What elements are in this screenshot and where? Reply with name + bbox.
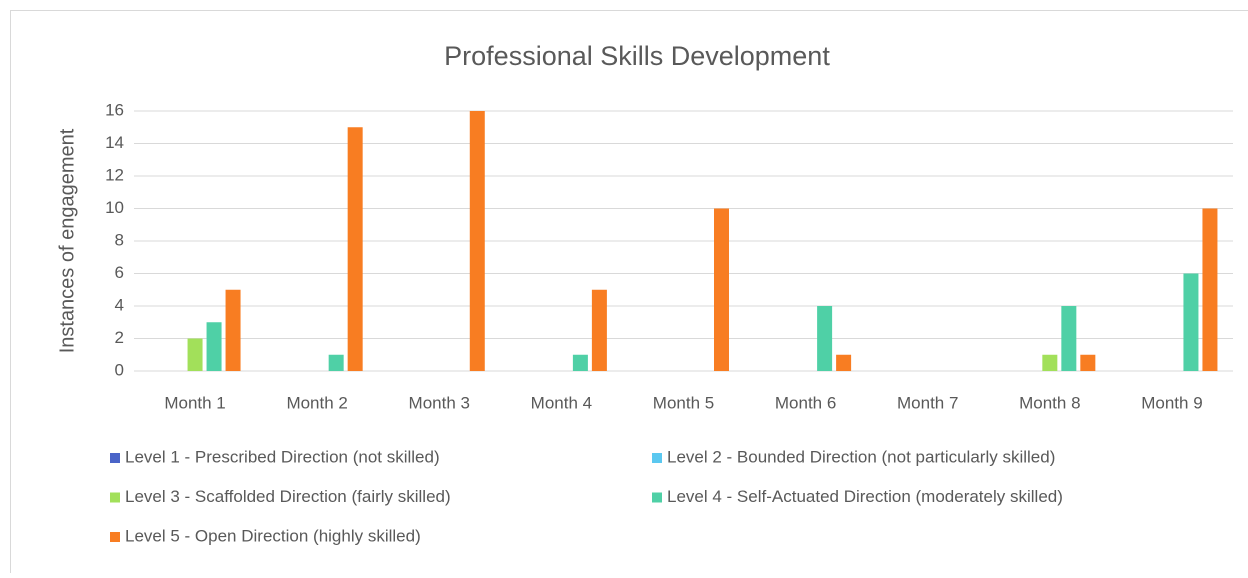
bar <box>207 322 222 371</box>
x-tick-label: Month 4 <box>531 393 592 412</box>
x-tick-label: Month 7 <box>897 393 958 412</box>
y-tick-label: 14 <box>105 133 124 152</box>
x-tick-label: Month 6 <box>775 393 836 412</box>
legend-swatch <box>110 453 120 463</box>
y-tick-label: 6 <box>115 263 124 282</box>
y-tick-label: 0 <box>115 360 124 379</box>
y-tick-label: 12 <box>105 165 124 184</box>
legend-swatch <box>110 532 120 542</box>
bar <box>573 355 588 371</box>
bar <box>714 209 729 372</box>
y-tick-label: 10 <box>105 198 124 217</box>
legend-swatch <box>652 453 662 463</box>
x-tick-label: Month 2 <box>286 393 347 412</box>
bar <box>470 111 485 371</box>
legend-label: Level 5 - Open Direction (highly skilled… <box>125 526 421 545</box>
legend-label: Level 4 - Self-Actuated Direction (moder… <box>667 487 1063 506</box>
legend-swatch <box>652 493 662 503</box>
bar <box>226 290 241 371</box>
bar <box>188 339 203 372</box>
x-tick-label: Month 8 <box>1019 393 1080 412</box>
y-tick-label: 8 <box>115 230 124 249</box>
bar <box>836 355 851 371</box>
y-tick-label: 2 <box>115 328 124 347</box>
bar <box>1061 306 1076 371</box>
legend-label: Level 2 - Bounded Direction (not particu… <box>667 447 1055 466</box>
legend-label: Level 1 - Prescribed Direction (not skil… <box>125 447 440 466</box>
x-tick-label: Month 9 <box>1141 393 1202 412</box>
x-tick-label: Month 5 <box>653 393 714 412</box>
chart-title: Professional Skills Development <box>444 41 830 71</box>
bar <box>1042 355 1057 371</box>
x-tick-label: Month 1 <box>164 393 225 412</box>
bar <box>1183 274 1198 372</box>
bar <box>348 127 363 371</box>
bar <box>1080 355 1095 371</box>
bar <box>592 290 607 371</box>
bar <box>817 306 832 371</box>
y-tick-label: 16 <box>105 100 124 119</box>
bar <box>329 355 344 371</box>
legend-label: Level 3 - Scaffolded Direction (fairly s… <box>125 487 451 506</box>
bar <box>1202 209 1217 372</box>
legend-swatch <box>110 493 120 503</box>
y-tick-label: 4 <box>115 295 124 314</box>
x-tick-label: Month 3 <box>409 393 470 412</box>
y-axis-label: Instances of engagement <box>56 128 78 353</box>
